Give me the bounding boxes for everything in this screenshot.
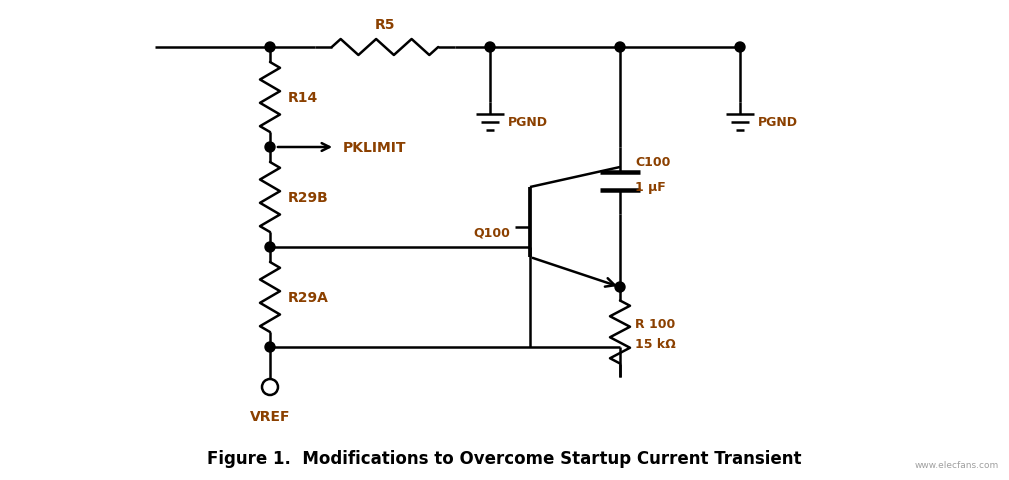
Circle shape	[735, 43, 745, 53]
Text: PKLIMIT: PKLIMIT	[343, 141, 407, 155]
Text: R5: R5	[374, 18, 396, 32]
Text: 15 kΩ: 15 kΩ	[635, 338, 676, 351]
Circle shape	[615, 43, 625, 53]
Circle shape	[265, 342, 275, 352]
Circle shape	[262, 379, 278, 395]
Text: R29B: R29B	[288, 191, 329, 204]
Circle shape	[265, 43, 275, 53]
Text: www.elecfans.com: www.elecfans.com	[915, 460, 999, 469]
Text: 1 μF: 1 μF	[635, 181, 666, 194]
Text: C100: C100	[635, 156, 670, 169]
Text: VREF: VREF	[250, 409, 291, 423]
Text: R14: R14	[288, 91, 318, 105]
Circle shape	[615, 282, 625, 292]
Text: Q100: Q100	[473, 226, 510, 239]
Text: R29A: R29A	[288, 290, 329, 304]
Text: R 100: R 100	[635, 318, 675, 331]
Text: Figure 1.  Modifications to Overcome Startup Current Transient: Figure 1. Modifications to Overcome Star…	[207, 449, 802, 467]
Circle shape	[265, 143, 275, 153]
Text: PGND: PGND	[758, 116, 798, 129]
Text: PGND: PGND	[508, 116, 548, 129]
Circle shape	[485, 43, 495, 53]
Circle shape	[265, 242, 275, 252]
